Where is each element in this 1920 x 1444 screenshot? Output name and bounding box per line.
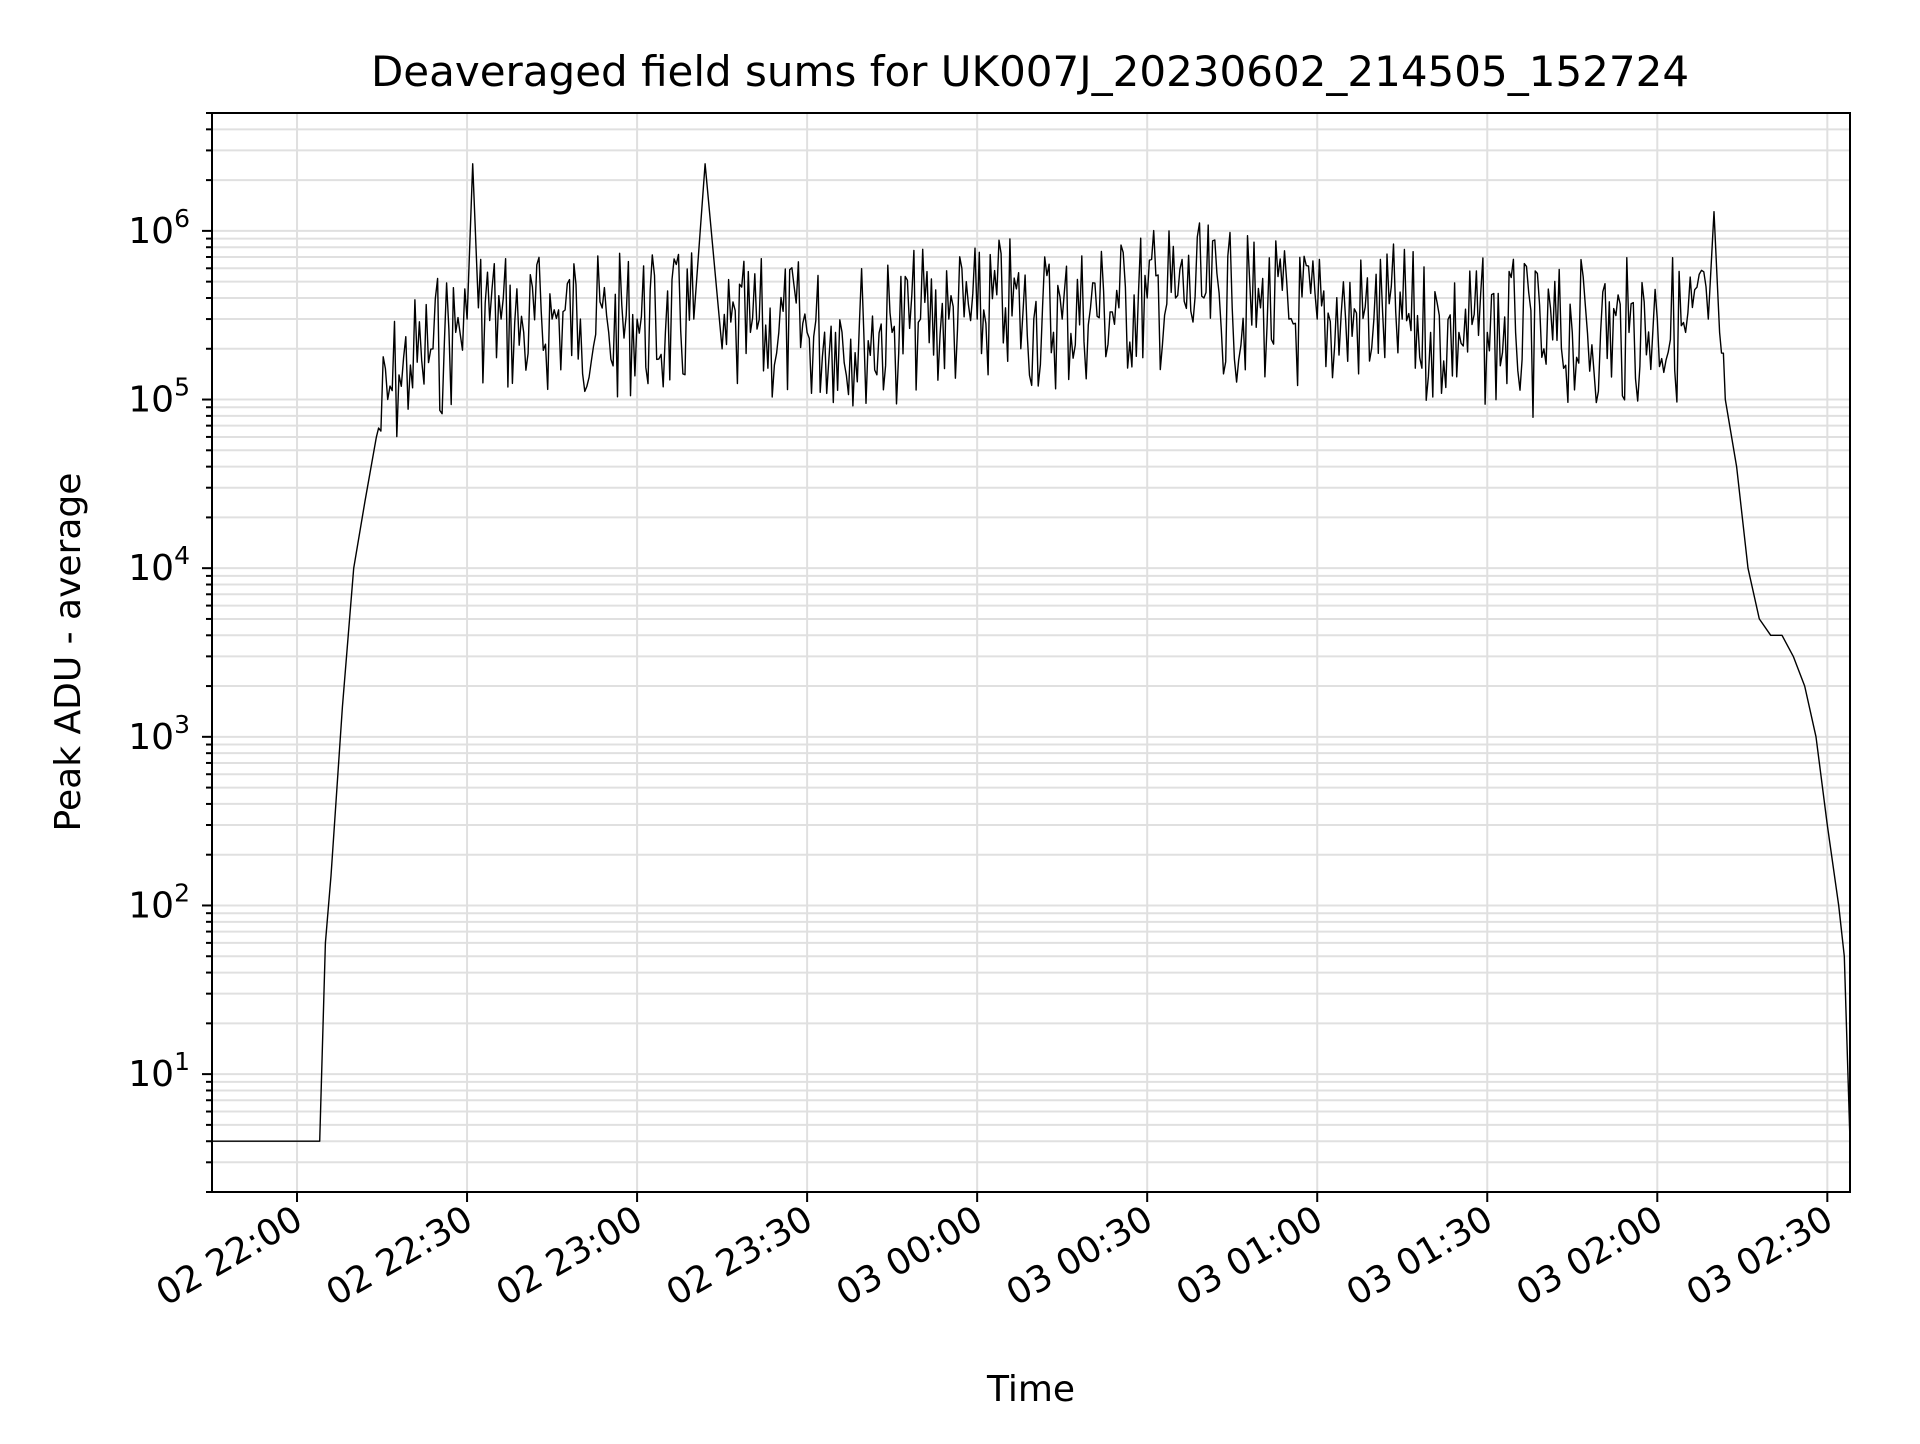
y-tick-base: 10 (128, 717, 174, 758)
plot-frame (211, 112, 1851, 1193)
y-tick-label: 104 (128, 541, 190, 589)
y-axis-label: Peak ADU - average (48, 473, 89, 832)
chart-title: Deaveraged field sums for UK007J_2023060… (371, 47, 1689, 96)
y-tick-label: 102 (128, 878, 190, 926)
y-tick-base: 10 (128, 885, 174, 926)
y-tick-base: 10 (128, 380, 174, 421)
y-tick-exponent: 3 (174, 710, 190, 739)
y-tick-label: 103 (128, 710, 190, 758)
y-tick-exponent: 1 (174, 1047, 190, 1076)
data-area (212, 163, 1851, 1142)
y-tick-label: 101 (128, 1047, 190, 1095)
y-tick-exponent: 5 (174, 373, 190, 402)
y-tick-base: 10 (128, 548, 174, 589)
y-tick-label: 106 (128, 204, 190, 252)
y-tick-exponent: 4 (174, 541, 190, 570)
y-tick-exponent: 2 (174, 878, 190, 907)
x-axis-label: Time (986, 1369, 1075, 1410)
y-tick-label: 105 (128, 373, 190, 421)
y-tick-base: 10 (128, 1054, 174, 1095)
y-tick-base: 10 (128, 211, 174, 252)
y-tick-exponent: 6 (174, 204, 190, 233)
series-line (212, 163, 1851, 1142)
